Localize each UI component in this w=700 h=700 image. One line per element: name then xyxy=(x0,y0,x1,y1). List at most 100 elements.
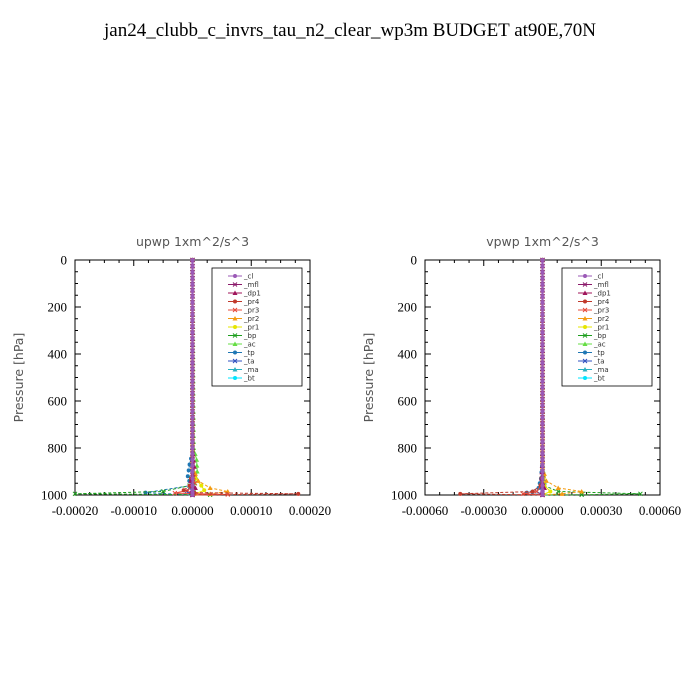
legend-label: _ac xyxy=(243,341,256,349)
data-point xyxy=(540,306,545,311)
data-point xyxy=(540,258,545,262)
data-point xyxy=(190,348,195,353)
data-point xyxy=(190,493,195,497)
data-point xyxy=(540,355,545,360)
legend-label: _bt xyxy=(593,375,605,383)
data-point xyxy=(540,421,545,426)
data-point xyxy=(540,379,545,384)
legend-label: _pr1 xyxy=(593,324,609,332)
data-point xyxy=(190,342,195,347)
legend-label: _dp1 xyxy=(593,290,611,298)
data-point xyxy=(540,457,545,462)
data-point xyxy=(559,491,565,496)
data-point xyxy=(190,373,195,378)
data-point xyxy=(555,485,561,490)
data-point xyxy=(540,391,545,396)
y-tick-label: 1000 xyxy=(41,488,67,503)
series-line xyxy=(460,260,543,496)
legend-marker xyxy=(233,274,237,278)
legend-label: _pr3 xyxy=(243,307,259,315)
data-point xyxy=(190,361,195,366)
data-point xyxy=(190,397,195,402)
data-point xyxy=(190,385,195,390)
data-point xyxy=(190,403,195,408)
data-point xyxy=(190,476,195,481)
legend-label: _ma xyxy=(243,366,259,374)
x-tick-label: -0.00030 xyxy=(460,503,507,518)
legend-label: _cl xyxy=(593,273,603,281)
legend-marker xyxy=(233,299,237,304)
legend: _cl_mfl_dp1_pr4_pr3_pr2_pr1_bp_ac_tp_ta_… xyxy=(561,267,653,387)
legend-label: _tp xyxy=(593,349,605,357)
y-axis-label: Pressure [hPa] xyxy=(11,333,26,423)
data-point xyxy=(530,489,535,494)
legend-label: _ta xyxy=(593,358,605,366)
x-tick-label: -0.00020 xyxy=(52,503,99,518)
data-point xyxy=(540,483,545,488)
data-point xyxy=(540,476,545,481)
data-point xyxy=(540,439,545,444)
chart-panel-2: vpwp 1xm^2/s^3 Pressure [hPa] 0 200 400 600 80… xyxy=(361,234,681,518)
legend-label: _pr1 xyxy=(243,324,259,332)
data-point xyxy=(172,490,178,496)
legend-label: _tp xyxy=(243,349,255,357)
legend-marker xyxy=(582,307,588,313)
legend-marker xyxy=(232,358,238,364)
data-point xyxy=(540,367,545,372)
data-point xyxy=(185,487,191,493)
legend-label: _bp xyxy=(243,332,257,340)
legend-label: _dp1 xyxy=(243,290,261,298)
y-tick-label: 800 xyxy=(398,441,418,456)
legend-marker xyxy=(232,367,238,372)
legend-label: _bp xyxy=(593,332,607,340)
legend-marker xyxy=(582,367,588,372)
legend: _cl_mfl_dp1_pr4_pr3_pr2_pr1_bp_ac_tp_ta_… xyxy=(211,267,303,387)
y-tick-label: 400 xyxy=(48,347,68,362)
y-tick-label: 0 xyxy=(411,253,418,268)
page-title: jan24_clubb_c_invrs_tau_n2_clear_wp3m BU… xyxy=(104,20,596,41)
data-point xyxy=(225,488,231,494)
legend-label: _bt xyxy=(243,375,255,383)
data-point xyxy=(540,403,545,408)
legend-marker xyxy=(232,341,238,346)
legend-label: _pr2 xyxy=(593,315,609,323)
data-point xyxy=(190,415,195,420)
data-point xyxy=(540,463,545,468)
data-point xyxy=(190,463,195,468)
data-point xyxy=(540,264,545,269)
y-tick-label: 800 xyxy=(48,441,68,456)
data-point xyxy=(540,451,545,456)
legend-marker xyxy=(582,282,588,287)
data-point xyxy=(540,385,545,390)
legend-marker xyxy=(582,316,588,321)
data-point xyxy=(540,373,545,378)
legend-label: _cl xyxy=(243,273,253,281)
data-point xyxy=(190,282,195,287)
data-point xyxy=(540,397,545,402)
data-point xyxy=(540,324,545,329)
data-point xyxy=(190,355,195,360)
data-point xyxy=(190,457,195,462)
data-point xyxy=(540,330,545,335)
legend-label: _pr3 xyxy=(593,307,609,315)
data-point xyxy=(190,483,195,488)
legend-label: _mfl xyxy=(243,281,259,289)
data-point xyxy=(579,488,585,494)
data-point xyxy=(194,457,200,462)
data-point xyxy=(540,276,545,281)
data-point xyxy=(540,433,545,438)
data-point xyxy=(296,491,301,496)
y-tick-label: 1000 xyxy=(391,488,417,503)
legend-label: _ta xyxy=(243,358,255,366)
legend-marker xyxy=(582,290,588,295)
data-point xyxy=(190,421,195,426)
data-point xyxy=(190,312,195,317)
legend-label: _mfl xyxy=(593,281,609,289)
series-line xyxy=(522,260,543,496)
data-point xyxy=(190,318,195,323)
data-point xyxy=(190,427,195,432)
data-point xyxy=(199,483,204,488)
legend-marker xyxy=(233,325,237,329)
data-point xyxy=(190,270,195,275)
legend-label: _pr4 xyxy=(593,298,610,306)
